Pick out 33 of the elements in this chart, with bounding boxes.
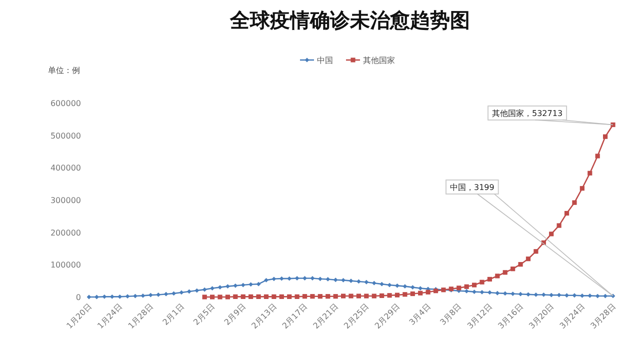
x-tick-label: 2月1日	[161, 302, 186, 327]
x-tick-label: 2月13日	[250, 302, 278, 331]
y-axis-title: 单位：例	[48, 66, 80, 75]
y-tick-label: 500000	[50, 131, 81, 140]
y-tick-label: 200000	[50, 228, 81, 238]
x-tick-label: 2月5日	[192, 302, 217, 327]
x-tick-label: 1月20日	[64, 302, 94, 331]
annotation: 中国，3199	[450, 183, 494, 192]
chart-title: 全球疫情确诊未治愈趋势图	[229, 8, 470, 32]
legend-label: 其他国家	[363, 56, 395, 65]
x-tick-label: 1月28日	[126, 302, 156, 331]
x-tick-label: 2月17日	[280, 302, 310, 331]
x-tick-label: 3月24日	[558, 302, 587, 331]
x-tick-label: 2月29日	[373, 302, 402, 331]
y-tick-label: 300000	[50, 196, 81, 205]
x-tick-label: 2月21日	[312, 302, 340, 331]
y-tick-label: 400000	[50, 164, 81, 173]
x-tick-label: 3月20日	[527, 302, 556, 331]
x-tick-label: 3月16日	[496, 302, 525, 331]
x-tick-label: 3月28日	[588, 302, 618, 331]
x-tick-label: 3月8日	[438, 302, 464, 327]
y-tick-label: 0	[76, 293, 81, 302]
legend-其他国家: 其他国家	[346, 56, 395, 65]
x-tick-label: 2月25日	[342, 302, 371, 331]
x-tick-label: 3月12日	[466, 302, 494, 331]
x-tick-label: 1月24日	[96, 302, 124, 331]
legend-中国: 中国	[300, 56, 333, 65]
x-tick-label: 2月9日	[222, 302, 248, 327]
legend-label: 中国	[317, 56, 333, 65]
y-tick-label: 600000	[50, 99, 81, 108]
annotation: 其他国家，532713	[492, 109, 563, 118]
y-tick-label: 100000	[50, 260, 81, 270]
x-tick-label: 3月4日	[408, 302, 432, 327]
